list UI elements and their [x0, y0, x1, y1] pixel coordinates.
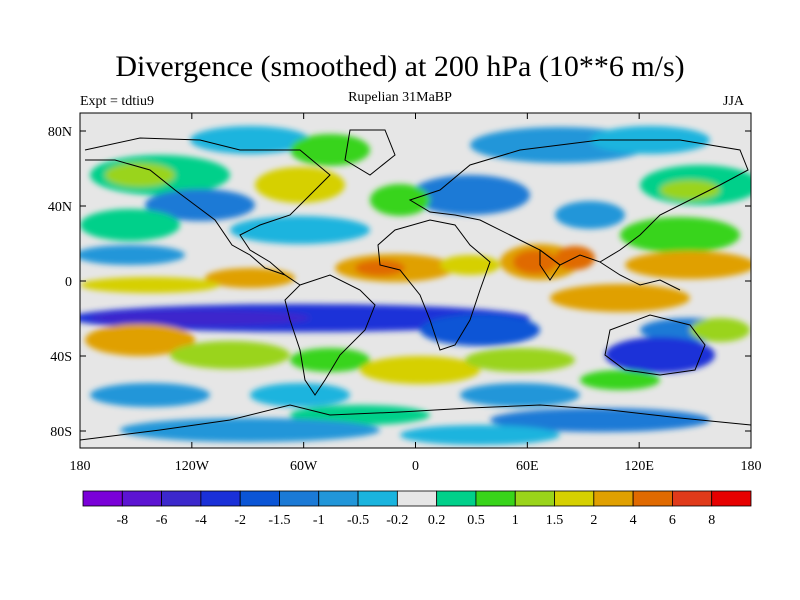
field-blob	[290, 348, 370, 372]
coastline-india	[539, 249, 561, 281]
field-blob	[250, 383, 350, 407]
field-blob	[620, 217, 740, 253]
colorbar-swatch	[436, 490, 477, 507]
field-blob	[290, 134, 370, 166]
field-blob	[90, 310, 310, 326]
field-blob	[290, 405, 430, 425]
field-blob	[580, 370, 660, 390]
field-blob	[105, 163, 175, 187]
colorbar-swatch	[82, 490, 123, 507]
colorbar-label: -8	[116, 513, 128, 528]
field-blob	[550, 284, 690, 312]
field-blob	[255, 167, 345, 203]
y-tick-label: 80S	[50, 425, 72, 440]
colorbar-label: -6	[156, 513, 168, 528]
colorbar-label: 1.5	[546, 513, 564, 528]
field-blob	[440, 255, 500, 275]
coastline-southeast-asia	[599, 261, 681, 291]
colorbar-label: -2	[234, 513, 246, 528]
x-tick-label: 180	[70, 459, 91, 474]
colorbar-swatch	[672, 490, 713, 507]
field-blob	[80, 245, 185, 265]
x-tick-label: 60E	[516, 459, 539, 474]
field-blob	[420, 314, 540, 346]
map-subtitle: Rupelian 31MaBP	[348, 90, 452, 105]
field-blob	[513, 250, 557, 274]
coastline-africa	[377, 219, 491, 351]
coastline-north-america	[84, 137, 331, 286]
x-tick-label: 180	[741, 459, 762, 474]
colorbar-label: 4	[630, 513, 637, 528]
colorbar-swatch	[318, 490, 359, 507]
field-blob	[80, 209, 180, 241]
coastline-antarctica	[80, 404, 751, 441]
x-tick-label: 0	[412, 459, 419, 474]
field-blob	[460, 383, 580, 407]
coastline-eurasia	[408, 139, 749, 266]
colorbar-swatch	[357, 490, 398, 507]
field-blob	[85, 324, 195, 356]
field-blob	[120, 418, 380, 442]
field-blob	[465, 348, 575, 372]
field-blob	[625, 251, 751, 279]
colorbar-label: -0.2	[386, 513, 408, 528]
field-blob	[90, 383, 210, 407]
field-blob	[80, 277, 220, 293]
colorbar-label: 0.5	[467, 513, 485, 528]
colorbar-swatch	[554, 490, 595, 507]
colorbar-swatch	[514, 490, 555, 507]
colorbar: -8 -6 -4 -2 -1.5 -1 -0.5 -0.2 0.2 0.5 1 1.5 2 4 6 8	[82, 490, 752, 528]
field-blob	[355, 260, 405, 276]
field-blob	[400, 425, 560, 445]
experiment-label: Expt = tdtiu9	[80, 94, 155, 109]
season-label: JJA	[723, 94, 745, 109]
colorbar-swatch	[711, 490, 752, 507]
field-blob	[370, 184, 430, 216]
y-tick-label: 40N	[48, 200, 72, 215]
map-title: Divergence (smoothed) at 200 hPa (10**6 …	[115, 50, 685, 83]
x-tick-label: 60W	[290, 459, 318, 474]
field-blob	[205, 268, 295, 288]
colorbar-swatch	[593, 490, 634, 507]
field-blob	[360, 356, 480, 384]
colorbar-label: 8	[708, 513, 715, 528]
colorbar-swatch	[475, 490, 516, 507]
field-blob	[145, 189, 255, 221]
colorbar-label: -4	[195, 513, 207, 528]
colorbar-label: -1.5	[268, 513, 290, 528]
colorbar-label: 6	[669, 513, 676, 528]
colorbar-label: 0.2	[428, 513, 446, 528]
coastline-australia	[604, 314, 706, 376]
colorbar-swatch	[396, 490, 438, 507]
field-blob	[490, 408, 710, 432]
colorbar-label: 2	[590, 513, 597, 528]
field-blob	[190, 126, 310, 154]
field-blob	[410, 175, 530, 215]
colorbar-label: 1	[512, 513, 519, 528]
colorbar-label: -0.5	[347, 513, 369, 528]
colorbar-swatch	[200, 490, 241, 507]
field-blob	[690, 318, 750, 342]
map-axes: 80N 40N 0 40S 80S 180 120W 60W 0 60E 120E 180	[48, 113, 762, 474]
field-blob	[170, 341, 290, 369]
divergence-field	[80, 113, 751, 448]
x-tick-label: 120E	[624, 459, 654, 474]
colorbar-swatch	[632, 490, 673, 507]
coastline-greenland	[344, 129, 396, 176]
coastlines	[80, 129, 751, 441]
colorbar-label: -1	[313, 513, 325, 528]
colorbar-swatch	[161, 490, 202, 507]
colorbar-swatch	[121, 490, 162, 507]
field-blob	[555, 201, 625, 229]
x-tick-label: 120W	[175, 459, 210, 474]
coastline-south-america	[284, 274, 376, 396]
y-tick-label: 80N	[48, 125, 72, 140]
field-blob	[660, 180, 720, 200]
field-blob	[605, 337, 715, 373]
y-tick-label: 0	[65, 275, 72, 290]
colorbar-swatch	[279, 490, 320, 507]
y-tick-label: 40S	[50, 350, 72, 365]
colorbar-swatch	[239, 490, 280, 507]
